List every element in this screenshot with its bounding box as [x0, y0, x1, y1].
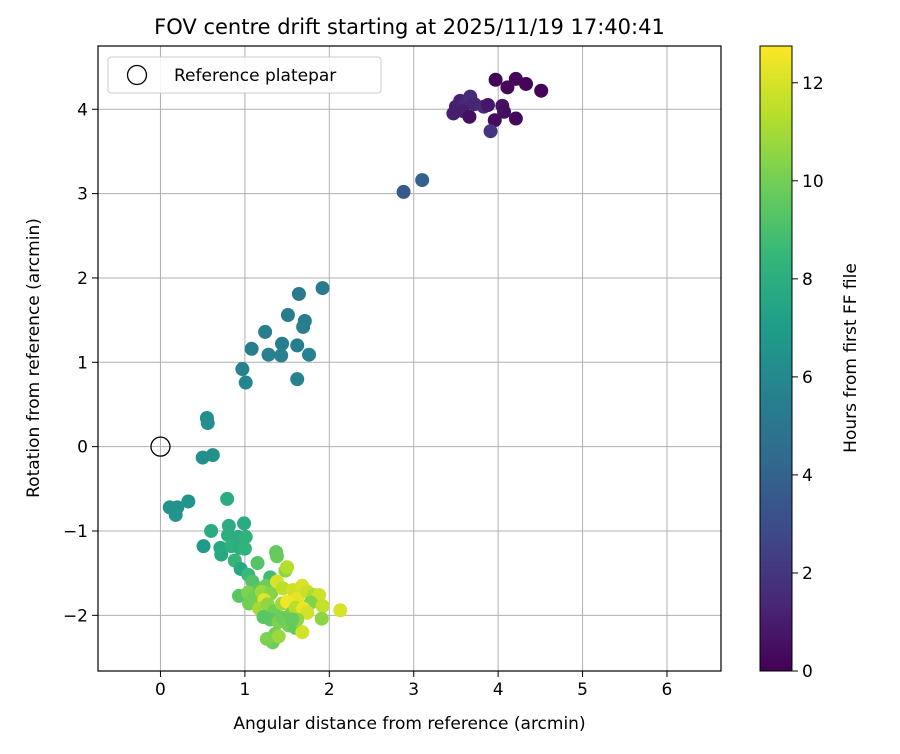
- scatter-point: [462, 109, 477, 124]
- scatter-point: [271, 629, 286, 644]
- scatter-point: [396, 184, 411, 199]
- scatter-point: [300, 605, 315, 620]
- colorbar-tick-label: 8: [802, 270, 813, 290]
- y-tick-label: 4: [77, 100, 88, 120]
- scatter-point: [237, 516, 252, 531]
- scatter-point: [205, 448, 220, 463]
- x-axis-label: Angular distance from reference (arcmin): [233, 714, 585, 734]
- scatter-point: [290, 372, 305, 387]
- scatter-point: [280, 308, 295, 323]
- scatter-point: [518, 76, 533, 91]
- scatter-point: [256, 610, 271, 625]
- scatter-point: [235, 362, 250, 377]
- scatter-point: [333, 603, 348, 618]
- scatter-point: [285, 612, 300, 627]
- scatter-point: [296, 319, 311, 334]
- chart-title: FOV centre drift starting at 2025/11/19 …: [154, 15, 665, 39]
- y-tick-label: 2: [77, 269, 88, 289]
- colorbar-tick-label: 2: [802, 564, 813, 584]
- scatter-point: [534, 83, 549, 98]
- scatter-point: [415, 173, 430, 188]
- colorbar-tick-label: 10: [802, 172, 824, 192]
- scatter-point: [315, 281, 330, 296]
- x-tick-label: 3: [408, 680, 419, 700]
- reference-platepar-marker: [150, 436, 171, 457]
- x-tick-label: 0: [155, 680, 166, 700]
- scatter-point: [238, 529, 253, 544]
- scatter-point: [200, 416, 215, 431]
- y-tick-label: −2: [63, 606, 88, 626]
- scatter-point: [214, 547, 229, 562]
- reference-marker-layer: [150, 436, 171, 457]
- plot-axes: 0 1 2 3 4 5 6 −2 −1 0 1 2 3 4: [63, 45, 722, 700]
- plot-frame: [97, 45, 722, 672]
- scatter-point: [196, 539, 211, 554]
- colorbar-gradient: [759, 45, 793, 672]
- scatter-point: [261, 347, 276, 362]
- scatter-point: [181, 494, 196, 509]
- scatter-point: [259, 631, 274, 646]
- grid-lines: [98, 46, 721, 671]
- scatter-point: [168, 507, 183, 522]
- colorbar-tick-label: 0: [802, 662, 813, 682]
- colorbar-tick-label: 6: [802, 368, 813, 388]
- scatter-point: [290, 338, 305, 353]
- scatter-point: [497, 104, 512, 119]
- scatter-point: [237, 541, 252, 556]
- x-tick-label: 6: [662, 680, 673, 700]
- scatter-point: [275, 336, 290, 351]
- scatter-point: [280, 560, 295, 575]
- scatter-point: [291, 286, 306, 301]
- x-tick-label: 5: [577, 680, 588, 700]
- scatter-point: [258, 324, 273, 339]
- colorbar-tick-label: 12: [802, 74, 824, 94]
- scatter-point: [204, 523, 219, 538]
- x-tick-label: 2: [324, 680, 335, 700]
- colorbar-ticks: 0 2 4 6 8 10 12: [792, 74, 824, 682]
- scatter-point: [314, 611, 329, 626]
- y-tick-label: −1: [63, 522, 88, 542]
- scatter-point: [250, 556, 265, 571]
- legend-reference-marker: [126, 64, 148, 86]
- scatter-point: [220, 491, 235, 506]
- x-tick-label: 1: [239, 680, 250, 700]
- scatter-point: [274, 348, 289, 363]
- scatter-point: [238, 375, 253, 390]
- scatter-point: [244, 341, 259, 356]
- y-tick-label: 1: [77, 353, 88, 373]
- legend-label: Reference platepar: [174, 66, 336, 86]
- legend: Reference platepar: [107, 56, 382, 94]
- colorbar-tick-label: 4: [802, 466, 813, 486]
- scatter-point: [508, 111, 523, 126]
- y-tick-label: 0: [77, 438, 88, 458]
- scatter-point: [481, 98, 496, 113]
- y-axis-label: Rotation from reference (arcmin): [24, 218, 44, 498]
- y-tick-label: 3: [77, 185, 88, 205]
- scatter-point: [302, 347, 317, 362]
- scatter-point: [500, 80, 515, 95]
- scatter-point: [487, 113, 502, 128]
- legend-box: [107, 56, 382, 94]
- scatter-point: [483, 124, 498, 139]
- colorbar: 0 2 4 6 8 10 12 Hours from first FF file: [759, 45, 861, 682]
- scatter-point: [488, 72, 503, 87]
- scatter-point: [315, 599, 330, 614]
- data-points: [162, 71, 549, 650]
- scatter-point: [295, 625, 310, 640]
- x-tick-label: 4: [493, 680, 504, 700]
- scatter-point: [269, 549, 284, 564]
- colorbar-label: Hours from first FF file: [841, 263, 861, 453]
